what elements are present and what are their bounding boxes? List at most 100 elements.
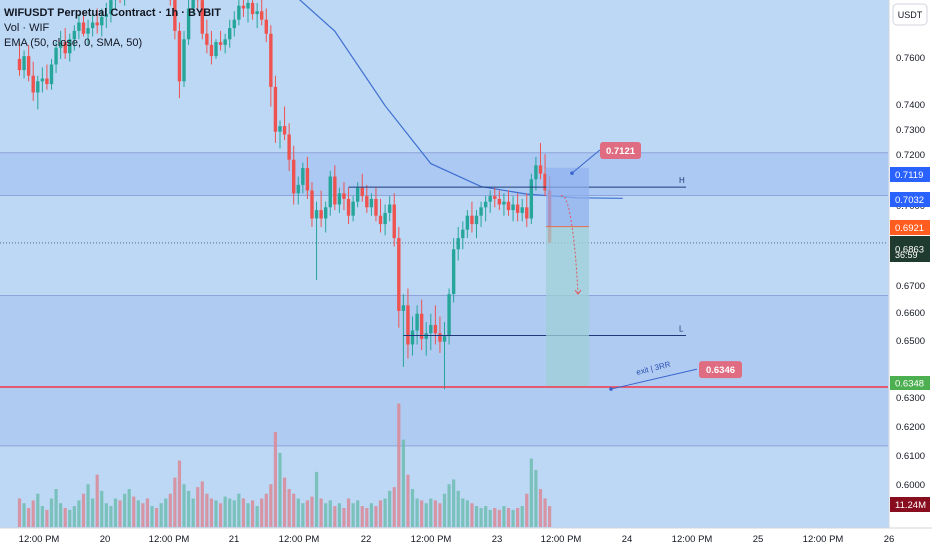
candle-body[interactable] <box>328 176 332 208</box>
candle-body[interactable] <box>49 64 54 85</box>
candle-body[interactable] <box>433 324 438 334</box>
candle-body[interactable] <box>493 196 497 199</box>
candle-body[interactable] <box>200 0 204 34</box>
candle-body[interactable] <box>383 212 387 225</box>
candle-body[interactable] <box>250 2 255 15</box>
candle-body[interactable] <box>205 33 209 45</box>
candle-body[interactable] <box>525 207 529 219</box>
candle-body[interactable] <box>63 42 67 54</box>
ema-indicator-label[interactable]: EMA (50, close, 0, SMA, 50) <box>4 37 143 49</box>
candle-body[interactable] <box>109 0 113 15</box>
candle-body[interactable] <box>26 56 31 76</box>
candle-body[interactable] <box>401 305 406 311</box>
candle-body[interactable] <box>100 16 104 26</box>
candle-body[interactable] <box>246 2 250 9</box>
candle-body[interactable] <box>260 11 264 20</box>
candle-body[interactable] <box>310 190 314 219</box>
candle-body[interactable] <box>95 22 99 26</box>
candle-body[interactable] <box>442 336 447 342</box>
candle-body[interactable] <box>305 168 310 191</box>
candle-body[interactable] <box>511 204 515 211</box>
candle-body[interactable] <box>456 238 460 250</box>
candle-body[interactable] <box>241 5 246 9</box>
candle-body[interactable] <box>438 333 442 342</box>
candle-body[interactable] <box>406 305 410 345</box>
candle-body[interactable] <box>488 196 492 202</box>
candle-body[interactable] <box>223 39 227 45</box>
candle-body[interactable] <box>520 207 524 213</box>
top-callout-box[interactable] <box>600 142 641 159</box>
candle-body[interactable] <box>474 215 479 225</box>
candle-body[interactable] <box>346 198 351 216</box>
candle-body[interactable] <box>479 207 483 216</box>
candle-body[interactable] <box>355 187 360 202</box>
candle-body[interactable] <box>301 168 305 185</box>
candle-body[interactable] <box>333 176 337 205</box>
candle-body[interactable] <box>209 44 214 57</box>
currency-button[interactable] <box>892 3 928 26</box>
candle-body[interactable] <box>419 313 424 339</box>
exit-callout-box[interactable] <box>699 361 742 379</box>
candle-body[interactable] <box>214 42 218 57</box>
candle-body[interactable] <box>278 126 282 132</box>
candle-body[interactable] <box>292 159 296 194</box>
candle-body[interactable] <box>228 28 232 40</box>
candle-body[interactable] <box>529 179 534 219</box>
candle-body[interactable] <box>287 134 291 160</box>
symbol-title[interactable]: WIFUSDT Perpetual Contract · 1h · BYBIT <box>4 7 221 19</box>
candle-body[interactable] <box>45 78 49 85</box>
candle-body[interactable] <box>534 165 538 180</box>
candle-body[interactable] <box>392 204 396 239</box>
candle-body[interactable] <box>31 75 35 93</box>
candle-body[interactable] <box>483 201 488 208</box>
candle-body[interactable] <box>173 0 177 31</box>
candle-body[interactable] <box>410 330 415 345</box>
currency-button-label[interactable]: USDT <box>898 10 923 20</box>
candle-body[interactable] <box>218 42 223 45</box>
candle-body[interactable] <box>424 333 428 339</box>
candle-body[interactable] <box>543 173 547 191</box>
candle-body[interactable] <box>342 193 346 199</box>
candle-body[interactable] <box>282 126 287 135</box>
candle-body[interactable] <box>429 324 433 334</box>
candle-body[interactable] <box>461 229 465 239</box>
candle-body[interactable] <box>186 8 191 40</box>
candle-body[interactable] <box>465 215 470 230</box>
candle-body[interactable] <box>497 198 502 205</box>
candle-body[interactable] <box>40 78 45 82</box>
candle-body[interactable] <box>104 14 109 17</box>
candle-body[interactable] <box>323 207 328 219</box>
candle-body[interactable] <box>296 184 300 194</box>
candle-body[interactable] <box>255 11 259 15</box>
candle-body[interactable] <box>54 47 58 65</box>
candle-body[interactable] <box>506 201 511 211</box>
candle-body[interactable] <box>502 201 506 205</box>
candle-body[interactable] <box>182 39 186 82</box>
candle-body[interactable] <box>314 210 319 219</box>
candle-body[interactable] <box>90 22 95 29</box>
volume-indicator-label[interactable]: Vol · WIF <box>4 22 50 34</box>
candle-body[interactable] <box>273 86 278 132</box>
candle-body[interactable] <box>365 196 369 208</box>
candle-body[interactable] <box>538 165 543 174</box>
candle-body[interactable] <box>36 81 40 93</box>
candle-body[interactable] <box>68 39 72 54</box>
candle-body[interactable] <box>351 201 355 216</box>
candle-body[interactable] <box>447 294 451 337</box>
candle-body[interactable] <box>191 0 195 9</box>
candle-body[interactable] <box>264 19 268 34</box>
candle-body[interactable] <box>81 22 86 34</box>
candle-body[interactable] <box>232 19 236 29</box>
candle-body[interactable] <box>86 28 90 34</box>
candle-body[interactable] <box>77 22 81 31</box>
candle-body[interactable] <box>369 198 374 208</box>
candle-body[interactable] <box>269 33 273 87</box>
candle-body[interactable] <box>515 204 520 213</box>
candle-body[interactable] <box>72 30 77 40</box>
candle-body[interactable] <box>374 198 378 216</box>
candle-body[interactable] <box>378 215 383 225</box>
candle-body[interactable] <box>397 238 401 311</box>
candle-body[interactable] <box>451 249 456 295</box>
candle-body[interactable] <box>360 187 364 197</box>
